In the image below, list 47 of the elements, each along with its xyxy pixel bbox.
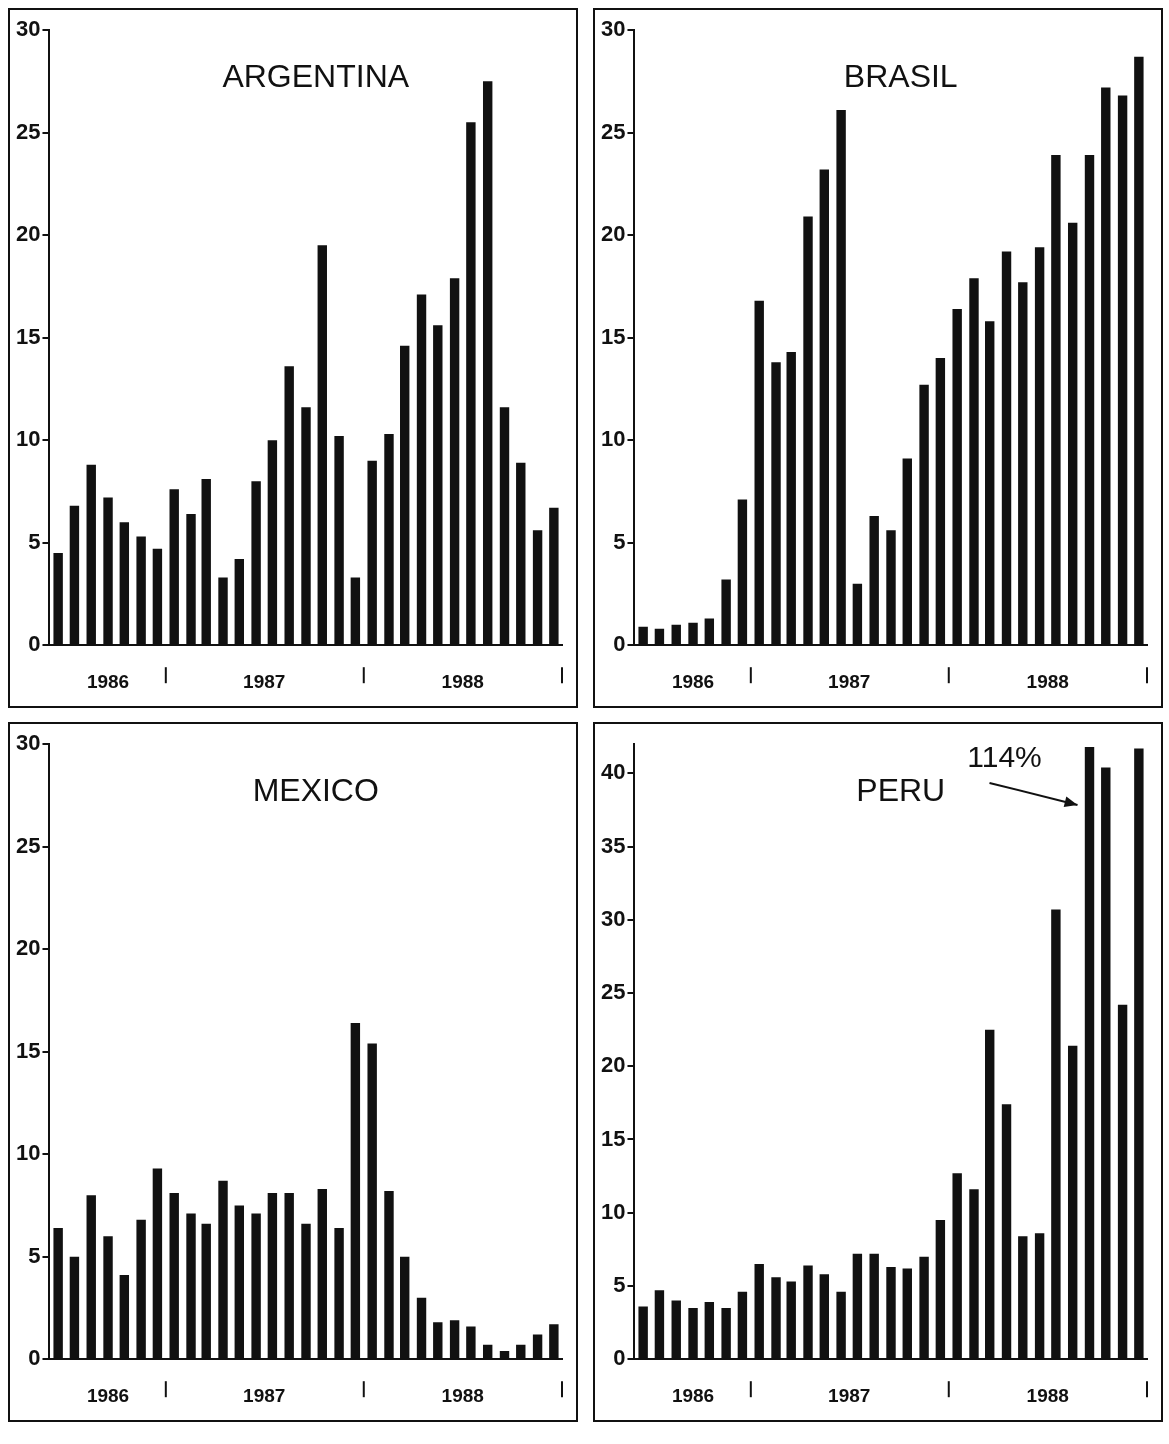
y-tick-label: 15: [600, 323, 626, 349]
x-tick-label: 1986: [86, 1384, 130, 1406]
x-tick-label: 1987: [828, 670, 871, 692]
y-tick-label: 10: [15, 1140, 41, 1166]
x-tick-label: 1988: [1026, 670, 1069, 692]
y-tick-label: 15: [600, 1125, 626, 1151]
y-tick-label: 20: [600, 221, 626, 247]
y-tick-label: 15: [15, 1037, 41, 1063]
y-tick-label: 5: [28, 528, 41, 554]
annotation: 114%: [967, 740, 1042, 774]
y-tick-label: 0: [28, 631, 41, 657]
y-tick-label: 30: [600, 905, 626, 931]
y-tick-label: 5: [613, 528, 626, 554]
x-tick-label: 1986: [671, 1384, 715, 1406]
y-tick-label: 40: [600, 759, 626, 785]
y-tick-label: 25: [600, 118, 626, 144]
y-tick-label: 15: [15, 323, 41, 349]
y-tick-label: 0: [28, 1345, 41, 1371]
y-tick-label: 25: [600, 979, 626, 1005]
x-tick-label: 1987: [243, 670, 286, 692]
y-tick-label: 10: [600, 1198, 626, 1224]
y-tick-label: 5: [613, 1272, 626, 1298]
y-tick-label: 25: [15, 832, 41, 858]
x-tick-label: 1987: [828, 1384, 871, 1406]
text: PERU: [856, 771, 946, 808]
x-tick-label: 1988: [1026, 1384, 1069, 1406]
x-tick-label: 1986: [671, 670, 715, 692]
y-tick-label: 20: [15, 935, 41, 961]
x-tick-label: 1988: [441, 670, 484, 692]
x-tick-label: 1987: [243, 1384, 286, 1406]
y-tick-label: 25: [15, 118, 41, 144]
y-tick-label: 0: [613, 1345, 626, 1371]
y-tick-label: 30: [15, 16, 41, 42]
y-tick-label: 30: [600, 16, 626, 42]
y-tick-label: 35: [600, 832, 626, 858]
y-tick-label: 10: [15, 426, 41, 452]
y-tick-label: 20: [15, 221, 41, 247]
text: MEXICO: [252, 771, 379, 808]
y-tick-label: 20: [600, 1052, 626, 1078]
text: ARGENTINA: [222, 57, 410, 94]
text: BRASIL: [843, 57, 958, 94]
y-tick-label: 10: [600, 426, 626, 452]
y-tick-label: 0: [613, 631, 626, 657]
x-tick-label: 1988: [441, 1384, 484, 1406]
y-tick-label: 30: [15, 730, 41, 756]
x-tick-label: 1986: [86, 670, 130, 692]
y-tick-label: 5: [28, 1242, 41, 1268]
